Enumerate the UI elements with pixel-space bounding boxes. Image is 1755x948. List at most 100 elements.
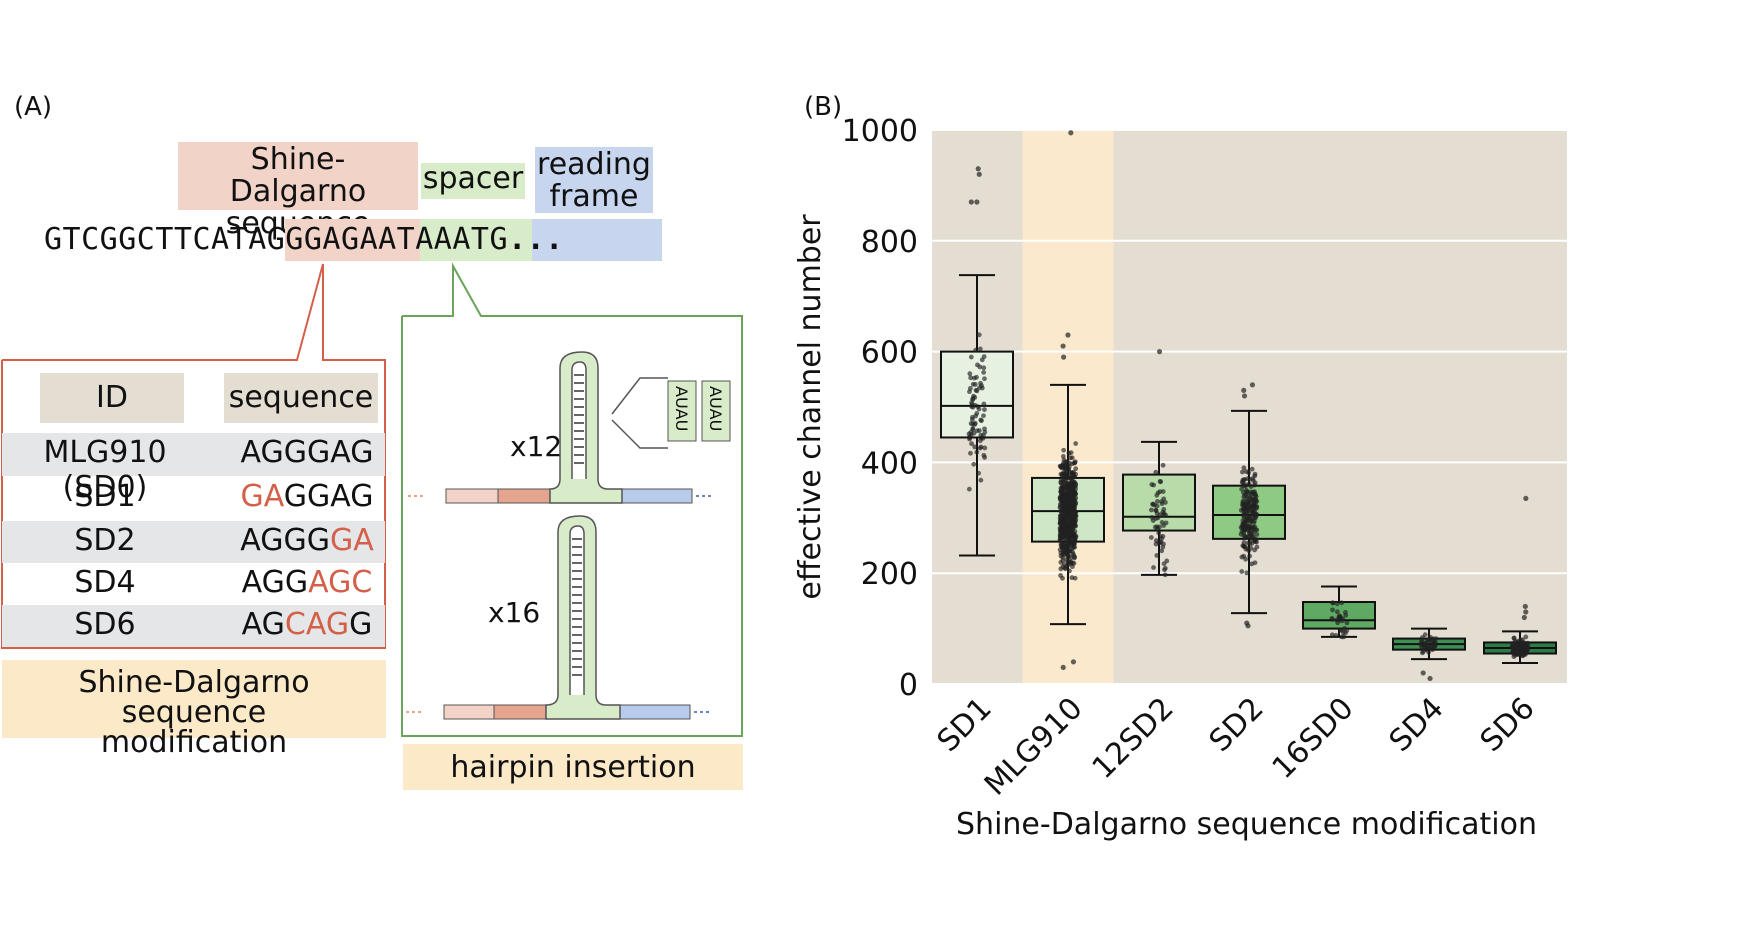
data-point [1247,553,1253,559]
data-point [1152,502,1157,508]
data-point [1153,469,1159,475]
data-point [1252,473,1258,479]
data-point [1241,528,1247,533]
data-point [1148,535,1154,540]
data-point [1330,607,1335,613]
data-point [978,444,984,450]
box-SD2 [1212,382,1286,629]
data-point [1254,532,1260,537]
outlier-point [975,166,981,172]
table-row-sequence: AGCAGG [224,607,390,642]
data-point [982,445,988,451]
data-point [1154,553,1160,558]
data-point [1238,507,1244,513]
data-point [1426,649,1432,655]
data-point [1425,646,1431,651]
data-point [1153,516,1159,521]
data-point [1243,469,1249,474]
data-point [1513,644,1519,649]
data-point [1069,546,1075,551]
data-point [1155,526,1161,531]
data-point [971,461,977,467]
outlier-point [1245,623,1251,629]
data-point [1239,479,1245,485]
data-point [1251,507,1256,513]
data-point [1068,455,1073,461]
data-point [1062,462,1068,468]
bases: AGGG [240,523,330,558]
data-point [1249,466,1255,472]
data-point [1240,518,1246,523]
y-tick-label: 0 [899,668,918,703]
data-point [1063,515,1069,520]
data-point [1159,520,1165,525]
box-SD4 [1392,627,1466,682]
x-axis-label: Shine-Dalgarno sequence modification [956,807,1537,842]
data-point [1151,565,1156,570]
data-point [977,346,983,352]
seq-start: ATG [452,222,509,257]
data-point [976,332,982,338]
data-point [1161,512,1166,518]
table-row-sequence: AGGGAG [224,435,390,470]
data-point [967,371,973,377]
data-point [1062,520,1068,526]
data-point [1071,502,1077,508]
data-point [1153,508,1159,514]
table-row-id: SD4 [74,565,136,600]
data-point [1249,561,1255,567]
data-point [1433,636,1439,642]
table-header-seq: sequence [228,380,374,415]
outlier-point [1060,343,1066,349]
x-tick-label: 12SD2 [1086,691,1181,786]
seq-sd: AGGGAG [248,222,360,257]
data-point [1062,487,1067,493]
box-SD6 [1483,495,1557,664]
data-point [971,375,977,381]
bases: AGGGAG [240,435,374,470]
data-point [1164,558,1170,564]
data-point [1072,575,1078,581]
data-point [968,354,974,360]
outlier-point [1523,609,1529,615]
auau-label-1: AUAU [672,386,691,431]
seq-spacer: AATAA [359,222,453,257]
data-point [1525,643,1531,649]
panel-a-label: (A) [14,92,53,122]
data-point [1067,568,1072,574]
x12-label: x12 [510,430,562,463]
data-point [969,400,975,406]
data-point [976,406,982,412]
data-point [1344,620,1350,626]
data-point [1246,517,1251,523]
data-point [1066,536,1072,542]
data-point [1064,473,1070,479]
data-point [1071,511,1077,517]
spacer-header: spacer [421,163,525,199]
data-point [1343,609,1348,615]
data-point [1252,515,1258,521]
data-point [1058,520,1064,526]
data-point [1329,632,1335,638]
outlier-point [1068,130,1074,136]
data-point [968,450,973,456]
spacer-header-text: spacer [422,161,524,196]
bases: GGAG [283,479,374,514]
data-point [981,365,987,371]
data-point [967,436,972,442]
data-point [1242,492,1248,498]
data-point [1250,503,1256,509]
data-point [1253,496,1258,502]
y-axis-label: effective channel number [793,214,828,600]
data-point [1063,550,1068,556]
data-point [1334,601,1340,607]
rf-seq-highlight [532,219,662,261]
table-row-sequence: AGGGGA [224,523,390,558]
data-point [1151,482,1157,488]
data-point [981,401,987,407]
bases: AGG [241,565,309,600]
x-tick-label: SD1 [931,691,999,759]
data-point [1155,499,1160,504]
data-point [1058,559,1064,565]
data-point [978,477,984,483]
